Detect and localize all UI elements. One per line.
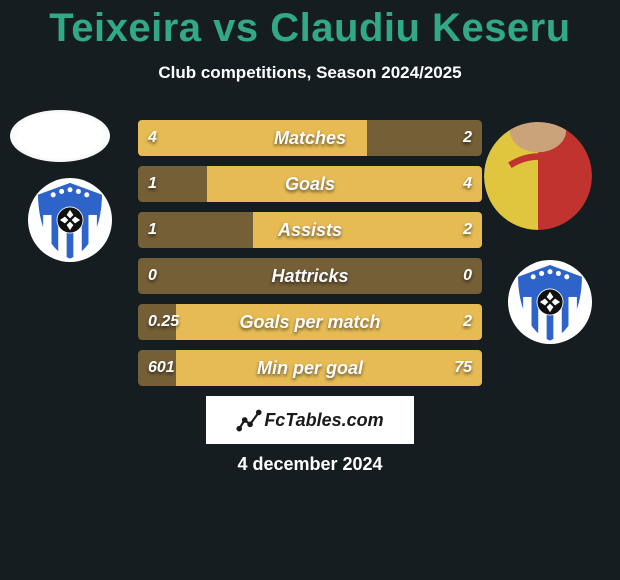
bar-track — [138, 258, 482, 294]
club-crest-icon — [508, 260, 592, 344]
club-crest-icon — [28, 178, 112, 262]
stat-row: Goals per match0.252 — [138, 304, 482, 340]
stat-row: Goals14 — [138, 166, 482, 202]
subtitle: Club competitions, Season 2024/2025 — [0, 63, 620, 83]
bar-fill — [207, 166, 482, 202]
stat-row: Matches42 — [138, 120, 482, 156]
player1-name: Teixeira — [49, 6, 201, 50]
player2-club-crest — [508, 260, 592, 344]
stat-row: Min per goal60175 — [138, 350, 482, 386]
branding-text: FcTables.com — [264, 410, 383, 431]
page-title: Teixeira vs Claudiu Keseru — [0, 0, 620, 51]
bar-fill — [176, 350, 482, 386]
player1-club-crest — [28, 178, 112, 262]
stat-row: Hattricks00 — [138, 258, 482, 294]
player2-avatar — [484, 122, 592, 230]
fctables-logo-icon — [236, 407, 262, 433]
player2-jersey-icon — [484, 122, 592, 230]
branding-badge: FcTables.com — [206, 396, 414, 444]
bar-fill — [138, 120, 367, 156]
date-text: 4 december 2024 — [0, 454, 620, 475]
stat-row: Assists12 — [138, 212, 482, 248]
player2-name: Claudiu Keseru — [270, 6, 570, 50]
comparison-bars: Matches42 Goals14 Assists12 Hattricks00 Goal… — [138, 120, 482, 396]
vs-separator: vs — [213, 6, 270, 50]
bar-fill — [253, 212, 482, 248]
player1-avatar — [10, 110, 110, 162]
bar-fill — [176, 304, 482, 340]
